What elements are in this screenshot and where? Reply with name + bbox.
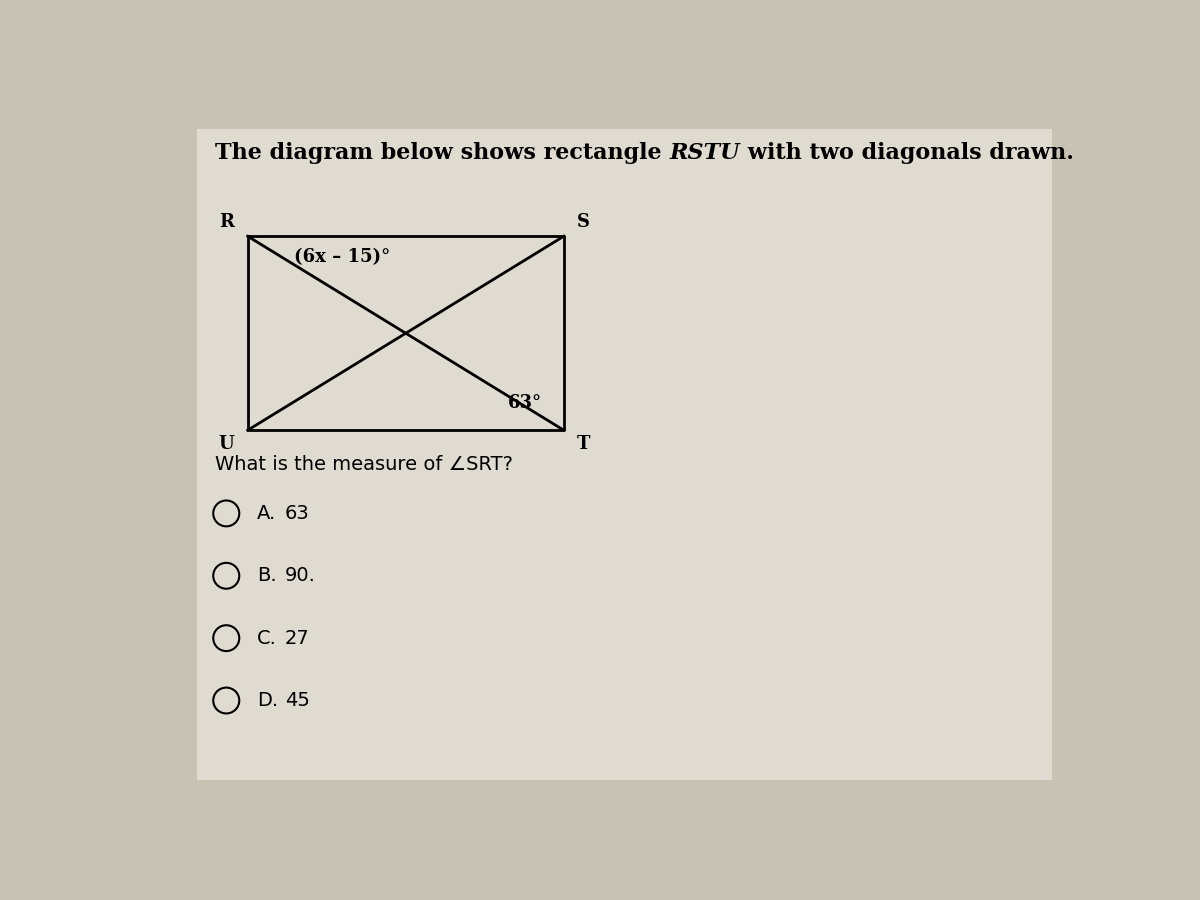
Text: with two diagonals drawn.: with two diagonals drawn.	[740, 142, 1074, 164]
Text: D.: D.	[257, 691, 278, 710]
Text: The diagram below shows rectangle: The diagram below shows rectangle	[215, 142, 670, 164]
Text: B.: B.	[257, 566, 276, 585]
Text: C.: C.	[257, 628, 277, 648]
Text: 27: 27	[284, 628, 310, 648]
FancyBboxPatch shape	[197, 129, 1052, 780]
Text: 63°: 63°	[508, 393, 542, 411]
Text: RSTU: RSTU	[670, 142, 740, 164]
Text: A.: A.	[257, 504, 276, 523]
Text: U: U	[218, 436, 234, 454]
Text: 63: 63	[284, 504, 310, 523]
Text: 45: 45	[284, 691, 310, 710]
Text: R: R	[220, 213, 234, 231]
Text: What is the measure of ∠SRT?: What is the measure of ∠SRT?	[215, 455, 514, 474]
Text: T: T	[577, 436, 590, 454]
Text: S: S	[577, 213, 590, 231]
Text: (6x – 15)°: (6x – 15)°	[294, 248, 390, 266]
Text: 90.: 90.	[284, 566, 316, 585]
